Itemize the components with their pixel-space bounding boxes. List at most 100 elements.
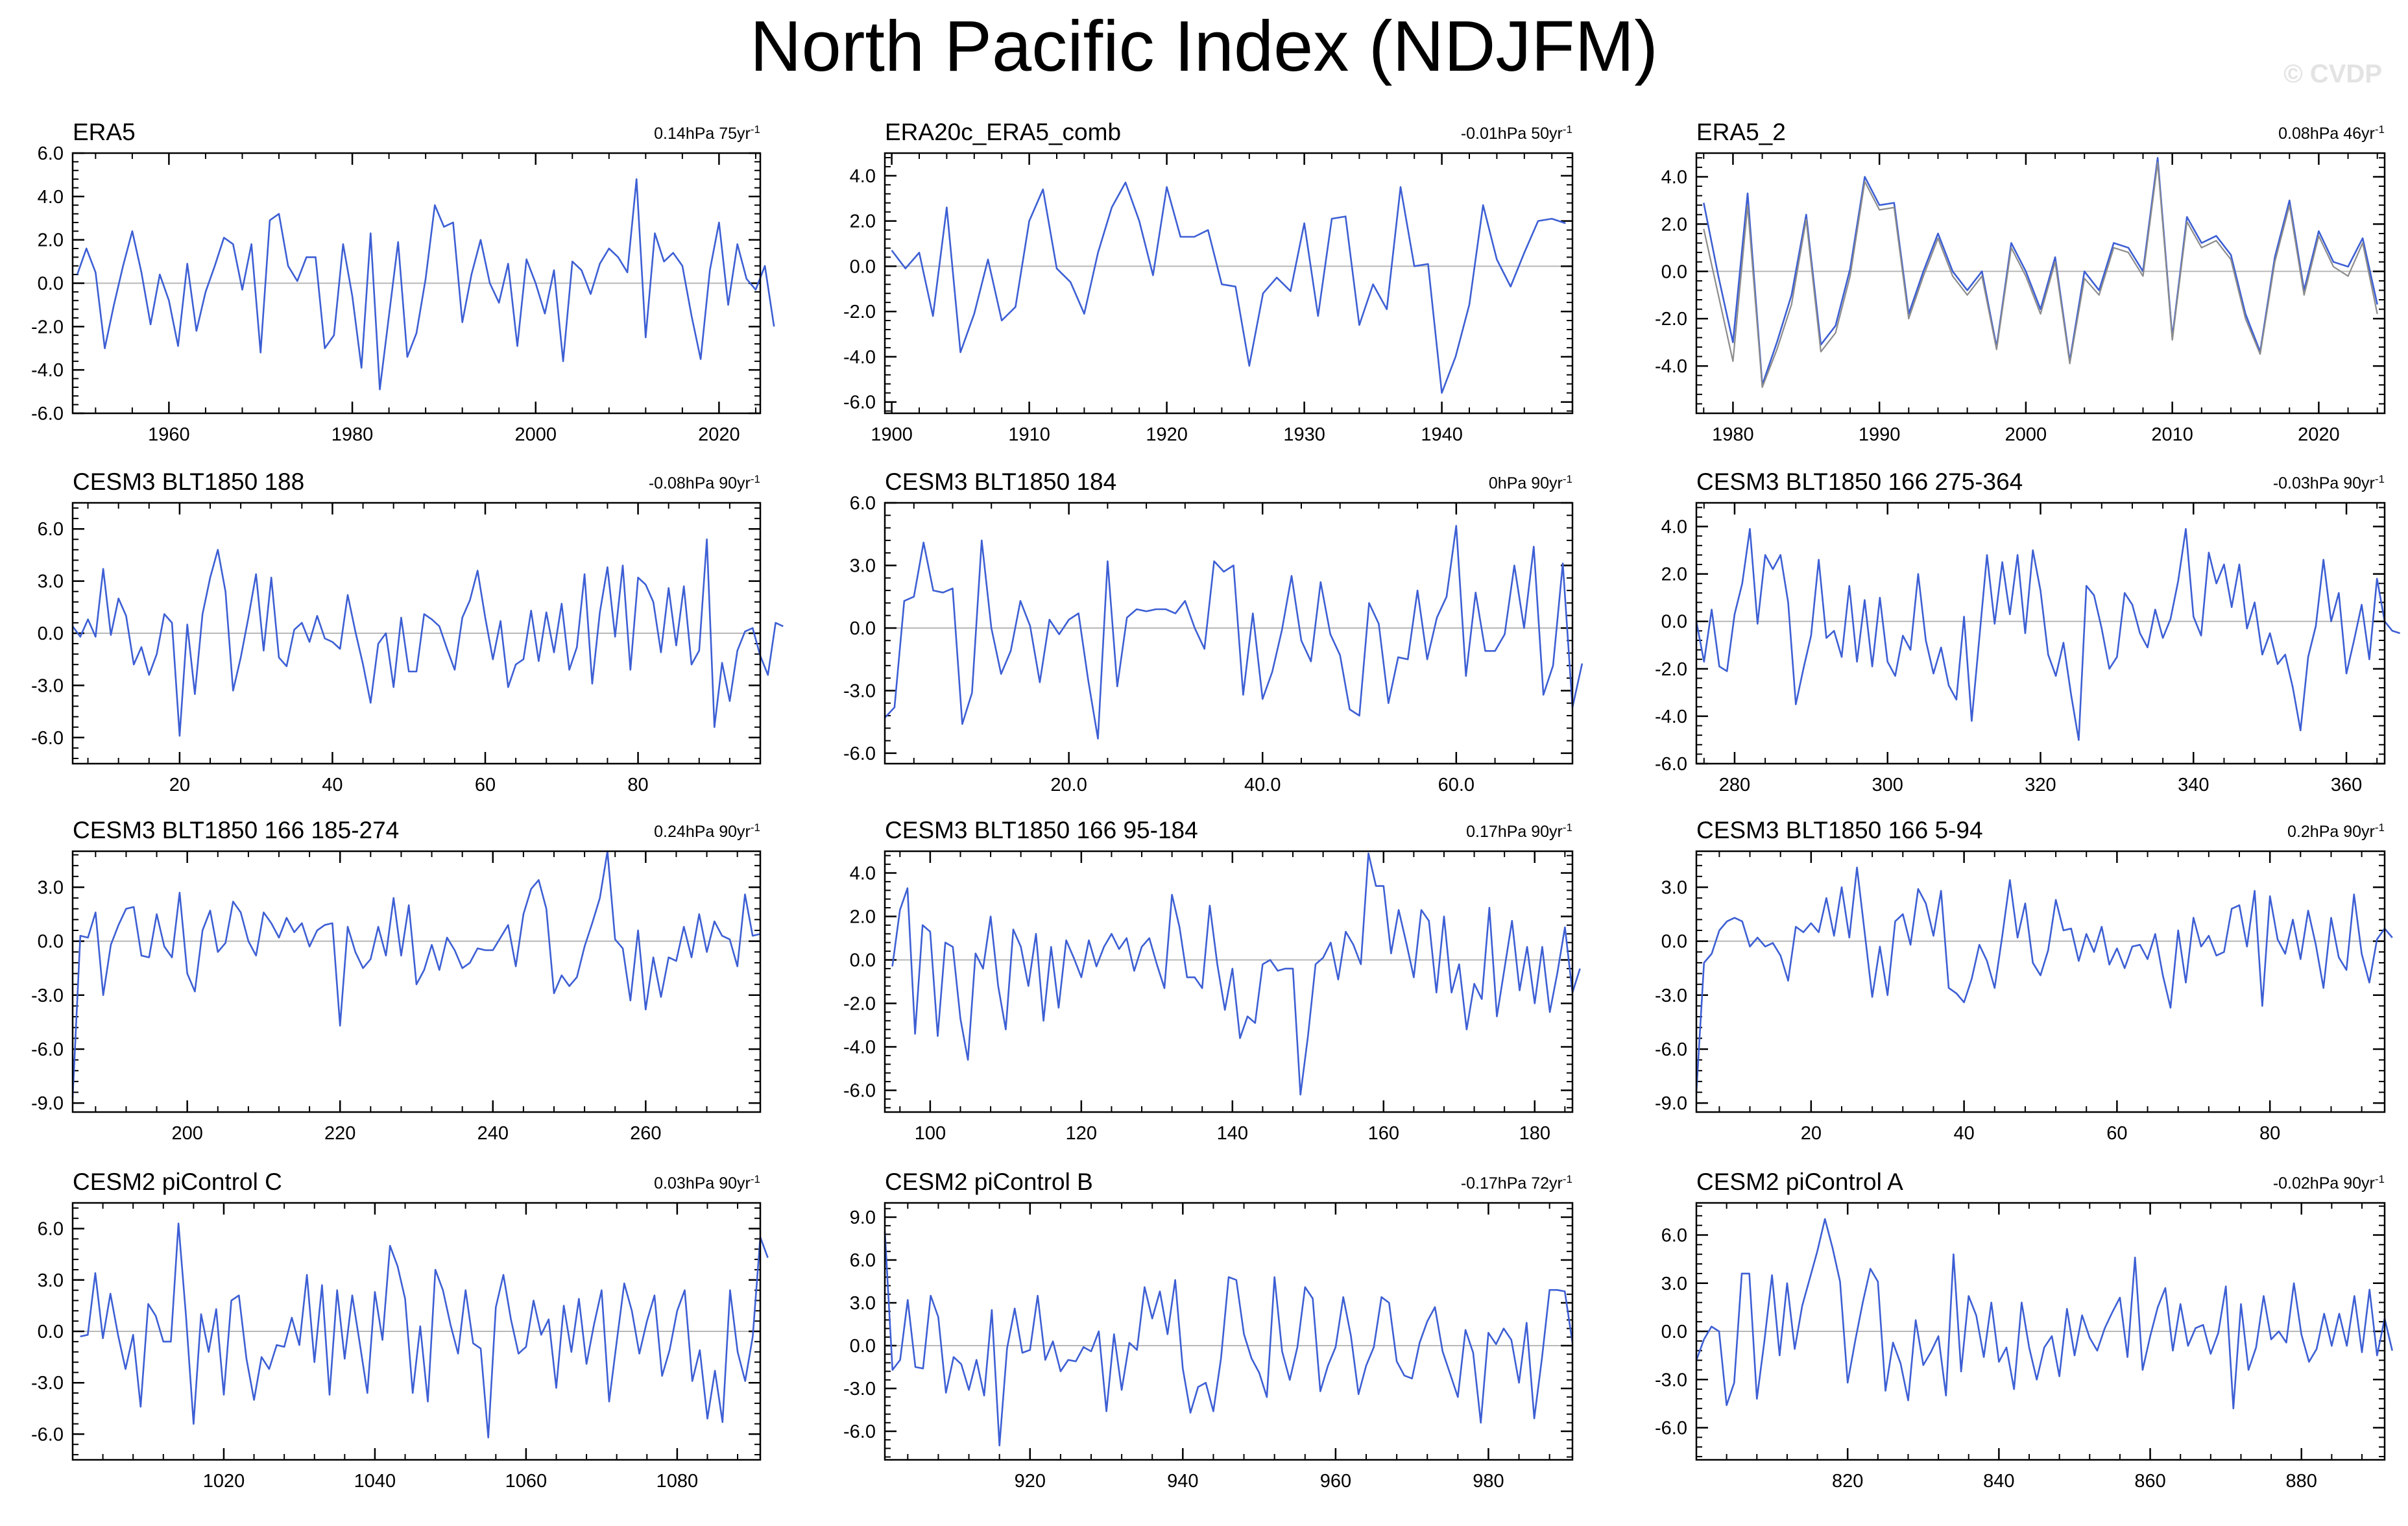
x-tick-label: 1040 (354, 1471, 396, 1492)
x-tick-label: 1980 (1712, 424, 1754, 445)
panel-title: CESM3 BLT1850 184 (885, 468, 1116, 495)
y-tick-label: -3.0 (31, 1373, 64, 1394)
panel-2: -6.0 -4.0 -2.0 0.0 2.0 4.0 1900 1910 1920 1930 194… (843, 119, 1574, 445)
panel-12: -6.0 -3.0 0.0 3.0 6.0 820 840 860 880 CESM2 piCon… (1655, 1169, 2393, 1492)
x-tick-label: 1020 (203, 1471, 245, 1492)
series-line-1 (1695, 1218, 2393, 1410)
y-tick-label: 0.0 (850, 951, 876, 971)
trend-unit-exponent: -1 (2375, 473, 2385, 485)
y-tick-label: 2.0 (850, 907, 876, 928)
x-tick-label: 880 (2286, 1471, 2317, 1492)
y-tick-label: -6.0 (1655, 754, 1687, 775)
panel-6: -6.0 -4.0 -2.0 0.0 2.0 4.0 280 300 320 340 360 CESM… (1655, 468, 2400, 795)
panel-title: ERA5_2 (1696, 119, 1786, 145)
trend-unit-exponent: -1 (2375, 1173, 2385, 1185)
y-tick-label: 3.0 (1661, 877, 1687, 898)
y-tick-label: -4.0 (31, 360, 64, 381)
y-tick-label: 6.0 (1661, 1226, 1687, 1246)
x-tick-label: 200 (171, 1123, 202, 1144)
series-line-1 (1695, 527, 2400, 741)
trend-unit-exponent: -1 (751, 1173, 760, 1185)
x-tick-label: 2020 (698, 424, 740, 445)
y-tick-label: 0.0 (1661, 261, 1687, 282)
plot-frame (71, 850, 762, 1113)
x-tick-label: 1930 (1283, 424, 1325, 445)
x-tick-label: 80 (2259, 1123, 2280, 1144)
y-tick-label: 3.0 (38, 877, 64, 898)
x-tick-label: 60 (2106, 1123, 2127, 1144)
y-tick-label: 6.0 (38, 1219, 64, 1240)
y-tick-label: 3.0 (1661, 1274, 1687, 1294)
x-tick-label: 340 (2178, 775, 2209, 795)
y-tick-label: -3.0 (31, 675, 64, 696)
trend-unit-exponent: -1 (1563, 123, 1572, 136)
trend-unit-exponent: -1 (751, 123, 760, 136)
y-tick-label: 0.0 (850, 256, 876, 277)
y-tick-label: -4.0 (1655, 707, 1687, 727)
y-tick-label: -9.0 (31, 1093, 64, 1114)
y-tick-label: 0.0 (850, 1336, 876, 1357)
x-tick-label: 980 (1473, 1471, 1504, 1492)
x-tick-label: 820 (1832, 1471, 1863, 1492)
series-line-1 (891, 181, 1566, 394)
y-tick-label: 2.0 (1661, 214, 1687, 235)
y-tick-label: -6.0 (1655, 1039, 1687, 1060)
trend-label: 0.17hPa 90yr-1 (1466, 821, 1572, 842)
plot-frame (884, 152, 1574, 415)
y-tick-label: 0.0 (38, 274, 64, 295)
y-tick-label: -3.0 (1655, 1370, 1687, 1390)
trend-label: 0hPa 90yr-1 (1489, 473, 1572, 493)
y-tick-label: 3.0 (38, 572, 64, 592)
y-tick-label: 6.0 (850, 493, 876, 514)
y-tick-label: -3.0 (1655, 986, 1687, 1006)
cvdp-watermark: © CVDP (2283, 60, 2382, 88)
panel-9: -9.0 -6.0 -3.0 0.0 3.0 20 40 60 80 CESM3 BLT1850 … (1655, 817, 2393, 1144)
y-tick-label: 0.0 (1661, 612, 1687, 633)
plot-frame (884, 850, 1574, 1113)
panel-title: CESM2 piControl A (1696, 1169, 1903, 1195)
x-tick-label: 40.0 (1244, 775, 1281, 795)
trend-label: 0.2hPa 90yr-1 (2287, 821, 2385, 842)
panel-title: CESM2 piControl B (885, 1169, 1093, 1195)
trend-label: 0.24hPa 90yr-1 (654, 821, 760, 842)
y-tick-label: -9.0 (1655, 1093, 1687, 1114)
series-line-1 (884, 1231, 1574, 1447)
y-tick-label: 4.0 (38, 187, 64, 208)
panel-title: CESM3 BLT1850 166 185-274 (73, 817, 399, 843)
y-tick-label: -6.0 (843, 744, 876, 764)
x-tick-label: 220 (324, 1123, 355, 1144)
panel-3: -4.0 -2.0 0.0 2.0 4.0 1980 1990 2000 2010 2020 ERA… (1655, 119, 2386, 445)
plot-frame (1695, 502, 2386, 765)
x-tick-label: 920 (1015, 1471, 1046, 1492)
trend-unit-exponent: -1 (1563, 473, 1572, 485)
panel-11: -6.0 -3.0 0.0 3.0 6.0 9.0 920 940 960 980 CESM2 pi… (843, 1169, 1574, 1492)
x-tick-label: 20.0 (1050, 775, 1087, 795)
y-tick-label: 4.0 (850, 166, 876, 187)
y-tick-label: -6.0 (31, 728, 64, 749)
series-line-1 (891, 853, 1581, 1096)
y-tick-label: 0.0 (38, 932, 64, 952)
plot-frame (1695, 152, 2386, 415)
y-tick-label: 3.0 (850, 555, 876, 576)
x-tick-label: 2020 (2298, 424, 2340, 445)
panel-1: -6.0 -4.0 -2.0 0.0 2.0 4.0 6.0 1960 1980 2000 2020… (31, 119, 775, 445)
x-tick-label: 360 (2331, 775, 2362, 795)
x-tick-label: 1920 (1146, 424, 1188, 445)
x-tick-label: 940 (1167, 1471, 1198, 1492)
y-tick-label: -2.0 (1655, 659, 1687, 680)
panel-title: ERA20c_ERA5_comb (885, 119, 1121, 145)
plot-frame (71, 502, 762, 765)
y-tick-label: 4.0 (1661, 517, 1687, 538)
y-tick-label: -3.0 (843, 681, 876, 701)
y-tick-label: 3.0 (38, 1270, 64, 1291)
trend-label: 0.14hPa 75yr-1 (654, 123, 760, 143)
trend-unit-exponent: -1 (2375, 821, 2385, 834)
y-tick-label: 6.0 (38, 519, 64, 540)
x-tick-label: 1960 (148, 424, 190, 445)
x-tick-label: 1980 (331, 424, 374, 445)
x-tick-label: 240 (477, 1123, 509, 1144)
trend-unit-exponent: -1 (1563, 821, 1572, 834)
trend-label: -0.02hPa 90yr-1 (2273, 1173, 2385, 1193)
y-tick-label: 6.0 (850, 1250, 876, 1271)
y-tick-label: 4.0 (1661, 167, 1687, 188)
